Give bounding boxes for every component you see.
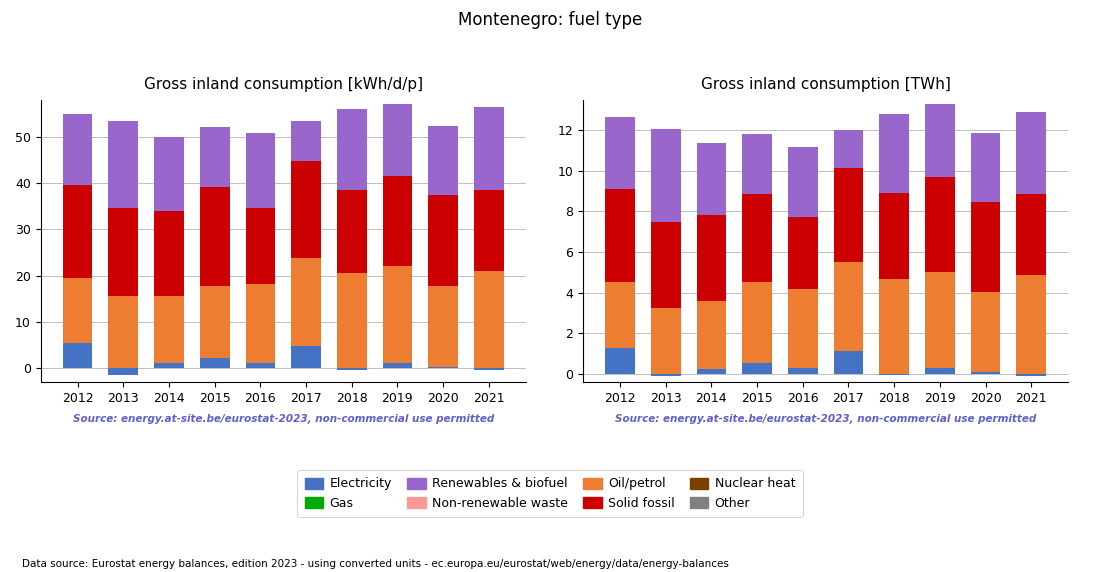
Bar — [970, 372, 1000, 374]
Bar — [337, 368, 366, 371]
Bar — [651, 222, 681, 308]
Bar — [292, 346, 321, 368]
Title: Gross inland consumption [kWh/d/p]: Gross inland consumption [kWh/d/p] — [144, 77, 422, 92]
Bar — [428, 196, 458, 285]
Title: Gross inland consumption [TWh]: Gross inland consumption [TWh] — [701, 77, 950, 92]
Bar — [696, 301, 726, 369]
Bar — [788, 368, 817, 374]
Bar — [742, 363, 772, 374]
Bar — [109, 121, 139, 208]
Bar — [245, 284, 275, 363]
Bar — [696, 144, 726, 216]
Bar — [925, 104, 955, 177]
Bar — [605, 189, 635, 283]
Bar — [788, 288, 817, 368]
Bar — [337, 273, 366, 368]
Bar — [651, 308, 681, 374]
Bar — [63, 185, 92, 278]
Bar — [154, 210, 184, 296]
Bar — [200, 358, 230, 368]
Bar — [834, 262, 864, 351]
Bar — [337, 190, 366, 273]
Bar — [970, 133, 1000, 202]
Bar — [834, 130, 864, 168]
Bar — [383, 363, 412, 368]
Bar — [879, 193, 909, 279]
Bar — [788, 217, 817, 288]
Bar — [925, 368, 955, 374]
Bar — [292, 258, 321, 346]
Text: Montenegro: fuel type: Montenegro: fuel type — [458, 11, 642, 29]
Bar — [109, 296, 139, 368]
Bar — [383, 104, 412, 176]
Bar — [474, 106, 504, 190]
Text: Source: energy.at-site.be/eurostat-2023, non-commercial use permitted: Source: energy.at-site.be/eurostat-2023,… — [615, 414, 1036, 424]
Bar — [245, 363, 275, 368]
Bar — [428, 367, 458, 368]
Bar — [651, 374, 681, 376]
Bar — [1016, 112, 1046, 194]
Bar — [970, 202, 1000, 292]
Bar — [63, 114, 92, 185]
Bar — [788, 148, 817, 217]
Legend: Electricity, Gas, Renewables & biofuel, Non-renewable waste, Oil/petrol, Solid f: Electricity, Gas, Renewables & biofuel, … — [297, 470, 803, 517]
Bar — [292, 121, 321, 161]
Bar — [428, 285, 458, 367]
Bar — [742, 194, 772, 283]
Bar — [605, 348, 635, 374]
Bar — [970, 292, 1000, 372]
Bar — [605, 117, 635, 189]
Bar — [651, 129, 681, 222]
Bar — [383, 267, 412, 363]
Bar — [879, 114, 909, 193]
Bar — [200, 186, 230, 286]
Bar — [742, 134, 772, 194]
Bar — [154, 296, 184, 363]
Bar — [1016, 275, 1046, 374]
Bar — [925, 177, 955, 272]
Bar — [696, 369, 726, 374]
Bar — [696, 216, 726, 301]
Bar — [154, 137, 184, 210]
Bar — [834, 351, 864, 374]
Bar — [428, 126, 458, 196]
Bar — [245, 133, 275, 208]
Bar — [742, 283, 772, 363]
Text: Data source: Eurostat energy balances, edition 2023 - using converted units - ec: Data source: Eurostat energy balances, e… — [22, 559, 729, 569]
Bar — [925, 272, 955, 368]
Bar — [879, 374, 909, 375]
Bar — [879, 279, 909, 374]
Bar — [474, 190, 504, 271]
Bar — [63, 278, 92, 343]
Bar — [834, 168, 864, 262]
Bar — [245, 208, 275, 284]
Bar — [154, 363, 184, 368]
Bar — [474, 368, 504, 371]
Bar — [1016, 374, 1046, 376]
Bar — [200, 126, 230, 186]
Bar — [200, 286, 230, 358]
Bar — [1016, 194, 1046, 275]
Bar — [605, 283, 635, 348]
Bar — [383, 176, 412, 267]
Bar — [474, 271, 504, 368]
Bar — [337, 109, 366, 190]
Bar — [109, 208, 139, 296]
Bar — [292, 161, 321, 258]
Bar — [63, 343, 92, 368]
Text: Source: energy.at-site.be/eurostat-2023, non-commercial use permitted: Source: energy.at-site.be/eurostat-2023,… — [73, 414, 494, 424]
Bar — [109, 368, 139, 375]
